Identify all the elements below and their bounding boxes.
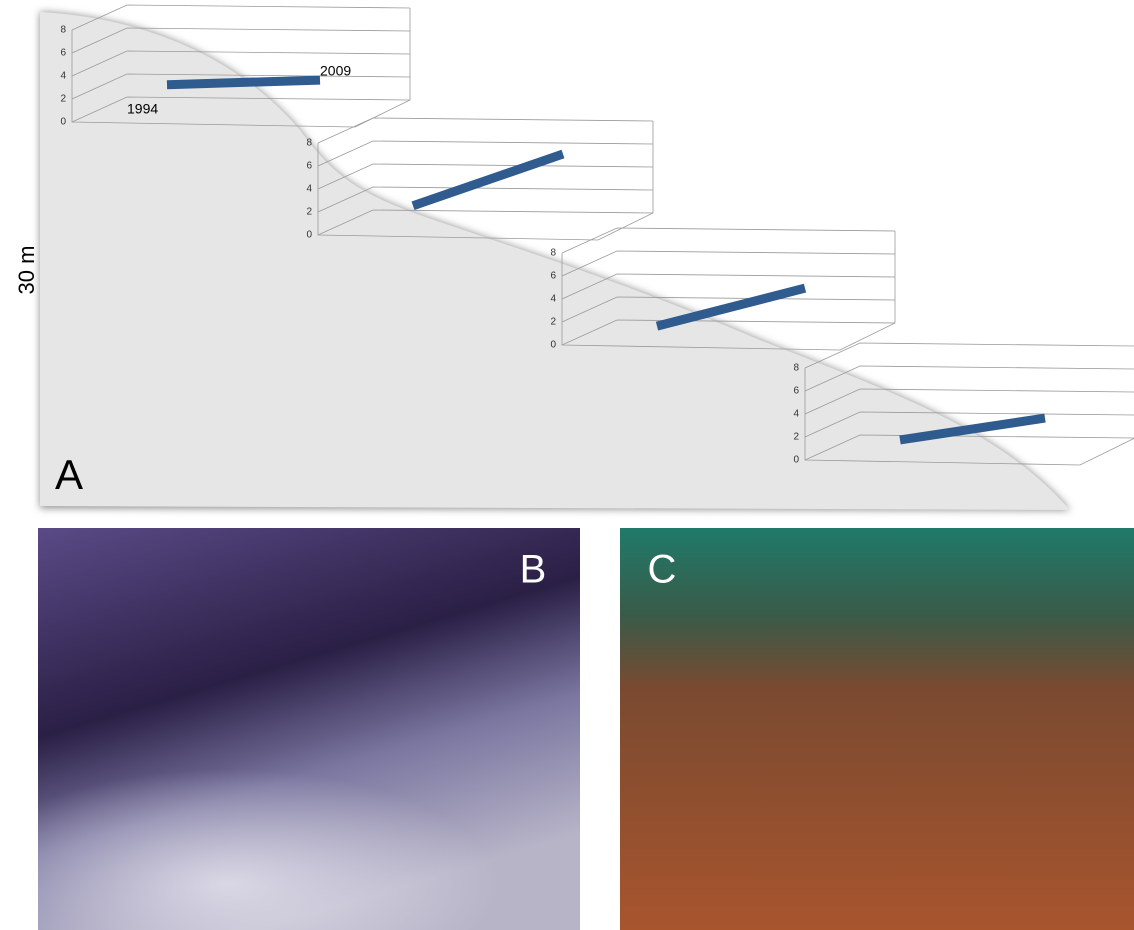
panel-label: C <box>648 548 677 592</box>
y-tick-label: 0 <box>793 455 799 466</box>
grid-line <box>71 50 411 77</box>
grid-line <box>561 296 896 323</box>
y-tick-label: 0 <box>550 340 556 351</box>
y-tick-label: 8 <box>306 138 312 149</box>
grid-line <box>71 4 411 31</box>
y-tick-label: 8 <box>793 363 799 374</box>
y-tick-label: 8 <box>550 248 556 259</box>
grid-line <box>71 27 411 54</box>
slope <box>40 12 1070 510</box>
axis-box <box>804 368 1134 466</box>
y-tick-label: 4 <box>793 409 799 420</box>
photo-b-light <box>38 700 580 930</box>
grid-line <box>804 365 1134 392</box>
axis-box <box>317 121 654 241</box>
grid-line <box>317 186 654 213</box>
photo-c <box>620 528 1134 930</box>
y-tick-label: 2 <box>306 207 312 218</box>
grid-line <box>561 319 896 346</box>
grid-line <box>317 209 654 236</box>
grid-line <box>71 96 411 123</box>
y-tick-label: 2 <box>550 317 556 328</box>
x-tick-label: 1994 <box>127 101 158 117</box>
depth-label: 30 m <box>14 246 39 295</box>
axis-box <box>71 8 411 128</box>
y-tick-label: 6 <box>306 161 312 172</box>
ribbon <box>655 283 807 331</box>
grid-line <box>317 117 654 144</box>
y-tick-label: 0 <box>60 117 66 128</box>
y-tick-label: 0 <box>306 230 312 241</box>
grid-line <box>561 227 896 254</box>
x-tick-label: 2009 <box>320 63 351 79</box>
ribbon <box>411 149 565 211</box>
panel-label: B <box>520 548 547 592</box>
grid-line <box>804 434 1134 461</box>
grid-line <box>317 163 654 190</box>
y-tick-label: 4 <box>306 184 312 195</box>
grid-line <box>317 140 654 167</box>
y-tick-label: 6 <box>793 386 799 397</box>
y-tick-label: 6 <box>60 48 66 59</box>
axis-box <box>561 231 896 351</box>
y-tick-label: 2 <box>60 94 66 105</box>
charts: 0 2 4 6 8 1994 2009 0 2 4 6 8 0 2 4 6 8 0 2 4 6 8 <box>60 4 1134 466</box>
panel-label: A <box>55 451 83 498</box>
grid-line <box>804 342 1134 369</box>
y-tick-label: 8 <box>60 25 66 36</box>
grid-line <box>804 388 1134 415</box>
grid-line <box>561 273 896 300</box>
y-tick-label: 4 <box>550 294 556 305</box>
ribbon <box>166 75 321 90</box>
grid-line <box>561 250 896 277</box>
y-tick-label: 6 <box>550 271 556 282</box>
y-tick-label: 2 <box>793 432 799 443</box>
ribbon <box>899 413 1046 445</box>
y-tick-label: 4 <box>60 71 66 82</box>
